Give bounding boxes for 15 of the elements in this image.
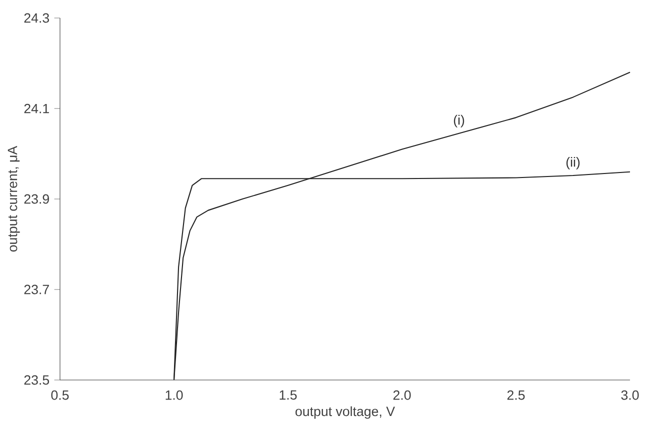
x-tick-label: 2.0 (393, 390, 411, 400)
y-tick-label: 24.1 (24, 104, 49, 114)
y-tick-label: 23.7 (24, 284, 49, 294)
y-tick-label: 23.9 (24, 194, 49, 204)
x-tick-label: 1.5 (280, 390, 297, 400)
x-tick-label: 2.5 (507, 390, 525, 400)
x-tick-label: 0.5 (51, 390, 69, 400)
y-axis-title: output current, μA (8, 146, 20, 252)
y-tick-label: 23.5 (24, 375, 50, 385)
series-label: (i) (454, 114, 464, 128)
series-label: (ii) (566, 157, 580, 170)
x-axis-title: output voltage, V (296, 406, 395, 419)
y-tick-label: 24.3 (24, 13, 50, 23)
x-tick-label: 3.0 (621, 390, 639, 400)
x-tick-label: 1.0 (166, 390, 183, 400)
